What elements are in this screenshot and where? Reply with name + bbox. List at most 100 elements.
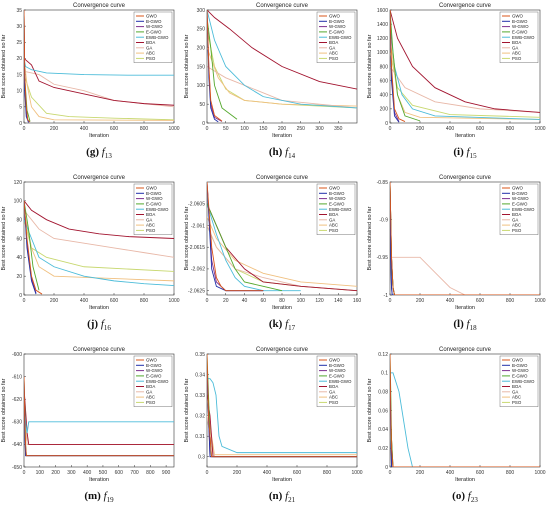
series-line-gwo: [24, 200, 43, 295]
legend-entry: GA: [146, 45, 152, 50]
caption-function: f: [468, 490, 473, 502]
legend-entry: PSO: [146, 400, 156, 405]
legend-entry: B-GWO: [329, 191, 345, 196]
series-group: [390, 354, 540, 467]
x-tick-label: 80: [279, 298, 285, 304]
legend-entry: W-GWO: [329, 24, 346, 29]
panel-caption: (i) f15: [453, 146, 477, 160]
caption-subscript: 18: [470, 324, 478, 332]
series-line-e-gwo: [390, 10, 421, 122]
y-tick-label: 200: [197, 45, 206, 51]
x-tick-label: 200: [416, 298, 425, 304]
caption-letter: (h): [269, 146, 285, 158]
x-tick-label: 250: [297, 126, 306, 132]
chart-title: Convergence curve: [256, 3, 309, 9]
y-tick-label: 0.1: [381, 371, 388, 377]
caption-letter: (j): [87, 318, 101, 330]
caption-function: f: [285, 146, 290, 158]
y-tick-label: 0.31: [195, 434, 205, 440]
x-tick-label: 400: [263, 470, 272, 476]
y-tick-label: 0: [202, 121, 205, 127]
legend-entry: BOA: [512, 212, 521, 217]
caption-letter: (n): [269, 490, 285, 502]
legend-entry: W-GWO: [512, 24, 529, 29]
x-tick-label: 600: [293, 470, 302, 476]
y-tick-label: 0.12: [378, 352, 388, 358]
caption-subscript: 16: [104, 324, 112, 332]
y-tick-label: 80: [16, 217, 22, 223]
series-line-abc: [390, 38, 540, 120]
legend-entry: EWB-GWO: [329, 207, 352, 212]
legend-entry: PSO: [146, 56, 156, 61]
x-tick-label: 200: [233, 470, 242, 476]
x-tick-label: 600: [476, 298, 485, 304]
x-tick-label: 500: [99, 470, 108, 476]
x-tick-label: 600: [110, 126, 119, 132]
legend-entry: ABC: [512, 223, 521, 228]
legend-entry: E-GWO: [146, 202, 162, 207]
caption-function: f: [467, 146, 472, 158]
y-tick-label: -2.061: [191, 223, 205, 229]
series-line-ga: [390, 66, 540, 113]
legend-entry: EWB-GWO: [329, 379, 352, 384]
caption-subscript: 15: [470, 152, 478, 160]
y-axis-label: Best score obtained so far: [184, 378, 190, 442]
y-tick-label: -640: [12, 442, 22, 448]
series-line-gwo: [390, 182, 540, 295]
legend-entry: BOA: [146, 384, 155, 389]
series-line-gwo: [390, 10, 406, 122]
legend-entry: EWB-GWO: [146, 35, 169, 40]
y-tick-label: -0.9: [379, 217, 388, 223]
y-tick-label: -2.062: [191, 267, 205, 273]
y-tick-label: 1600: [377, 8, 388, 14]
y-tick-label: 0.35: [195, 352, 205, 358]
legend-entry: ABC: [329, 51, 338, 56]
legend-entry: E-GWO: [329, 374, 345, 379]
caption-subscript: 13: [105, 152, 113, 160]
legend-entry: E-GWO: [512, 30, 528, 35]
series-line-e-gwo: [207, 203, 283, 292]
legend-entry: GA: [329, 217, 335, 222]
series-line-boa: [24, 58, 174, 106]
legend-entry: GA: [512, 45, 518, 50]
x-tick-label: 1000: [351, 470, 362, 476]
y-tick-label: 1400: [377, 22, 388, 28]
x-tick-label: 400: [446, 126, 455, 132]
x-tick-label: 20: [223, 298, 229, 304]
legend-entry: PSO: [146, 228, 156, 233]
x-tick-label: 600: [476, 470, 485, 476]
legend-entry: EWB-GWO: [329, 35, 352, 40]
y-axis-label: Best score obtained so far: [1, 34, 7, 98]
legend-entry: B-GWO: [512, 19, 528, 24]
legend-box: [316, 183, 356, 235]
x-tick-label: 160: [353, 298, 362, 304]
x-tick-label: 0: [389, 298, 392, 304]
y-tick-label: 10: [16, 89, 22, 95]
x-tick-label: 200: [51, 470, 60, 476]
legend-entry: W-GWO: [146, 24, 163, 29]
legend-entry: B-GWO: [512, 191, 528, 196]
y-tick-label: 60: [16, 236, 22, 242]
y-tick-label: 1000: [377, 50, 388, 56]
panel-caption: (h) f14: [269, 146, 296, 160]
legend-entry: B-GWO: [146, 191, 162, 196]
legend-entry: EWB-GWO: [146, 207, 169, 212]
y-tick-label: 0.06: [378, 408, 388, 414]
y-axis-label: Best score obtained so far: [184, 34, 190, 98]
legend-entry: GWO: [329, 358, 341, 363]
panel-caption: (n) f21: [269, 490, 296, 504]
x-axis-label: Iteration: [89, 133, 109, 139]
legend-entry: BOA: [512, 40, 521, 45]
series-line-gwo: [207, 354, 357, 458]
x-tick-label: 400: [446, 298, 455, 304]
y-tick-label: 200: [380, 107, 389, 113]
x-tick-label: 900: [162, 470, 171, 476]
caption-function: f: [467, 318, 472, 330]
x-tick-label: 1000: [168, 298, 179, 304]
chart-title: Convergence curve: [73, 347, 126, 353]
